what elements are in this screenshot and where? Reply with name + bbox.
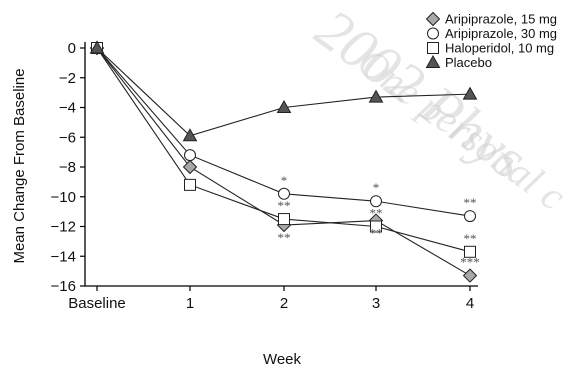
point-haloperidol-10mg-1 xyxy=(184,178,196,191)
point-aripiprazole-30mg-1 xyxy=(184,149,196,162)
legend-marker-haloperidol-10mg xyxy=(427,42,439,54)
y-axis-title: Mean Change From Baseline xyxy=(11,68,28,263)
point-haloperidol-10mg-4 xyxy=(464,245,476,258)
significance-label: ** xyxy=(370,206,383,221)
point-placebo-1 xyxy=(182,128,198,142)
series-markers xyxy=(89,40,478,283)
x-tick-label: 1 xyxy=(186,295,194,312)
significance-label: * xyxy=(281,173,288,188)
point-placebo-2 xyxy=(276,99,292,113)
point-placebo-3 xyxy=(368,89,384,103)
significance-label: * xyxy=(373,180,380,195)
y-tick-label: 0 xyxy=(68,40,76,57)
x-tick-label: 4 xyxy=(466,295,474,312)
point-aripiprazole-30mg-4 xyxy=(464,210,476,223)
point-aripiprazole-15mg-4 xyxy=(462,268,478,283)
legend-label-aripiprazole-15mg: Aripiprazole, 15 mg xyxy=(445,12,557,27)
x-tick-label: 3 xyxy=(372,295,380,312)
point-placebo-0 xyxy=(89,40,105,54)
y-tick-label: −4 xyxy=(59,100,76,117)
legend-label-aripiprazole-30mg: Aripiprazole, 30 mg xyxy=(445,26,557,41)
significance-label: ** xyxy=(464,195,477,210)
significance-annotations: ** ****** ***** **** xyxy=(278,173,480,270)
y-tick-label: −10 xyxy=(51,189,76,206)
x-axis-title: Week xyxy=(263,351,302,368)
y-tick-label: −14 xyxy=(51,248,76,265)
legend-marker-aripiprazole-30mg xyxy=(427,27,439,40)
y-tick-label: −16 xyxy=(51,278,76,295)
significance-label: ** xyxy=(278,198,291,213)
x-tick-label: Baseline xyxy=(68,295,126,312)
legend-marker-aripiprazole-15mg xyxy=(425,11,441,27)
y-tick-label: −2 xyxy=(59,70,76,87)
point-aripiprazole-15mg-1 xyxy=(182,159,198,175)
y-tick-label: −8 xyxy=(59,159,76,176)
significance-label: ** xyxy=(370,226,383,241)
legend-label-haloperidol-10mg: Haloperidol, 10 mg xyxy=(445,41,554,56)
significance-label: ** xyxy=(278,230,291,245)
y-tick-label: −12 xyxy=(51,219,76,236)
significance-label: ** xyxy=(464,231,477,246)
legend-label-placebo: Placebo xyxy=(445,55,492,70)
point-haloperidol-10mg-2 xyxy=(278,213,290,226)
y-tick-label: −6 xyxy=(59,129,76,146)
legend-marker-placebo xyxy=(425,54,441,68)
point-haloperidol-10mg-3 xyxy=(370,220,382,233)
point-placebo-4 xyxy=(462,86,478,100)
significance-label: *** xyxy=(460,255,480,270)
x-tick-label: 2 xyxy=(280,295,288,312)
point-aripiprazole-30mg-2 xyxy=(278,187,290,200)
point-aripiprazole-30mg-3 xyxy=(370,195,382,208)
